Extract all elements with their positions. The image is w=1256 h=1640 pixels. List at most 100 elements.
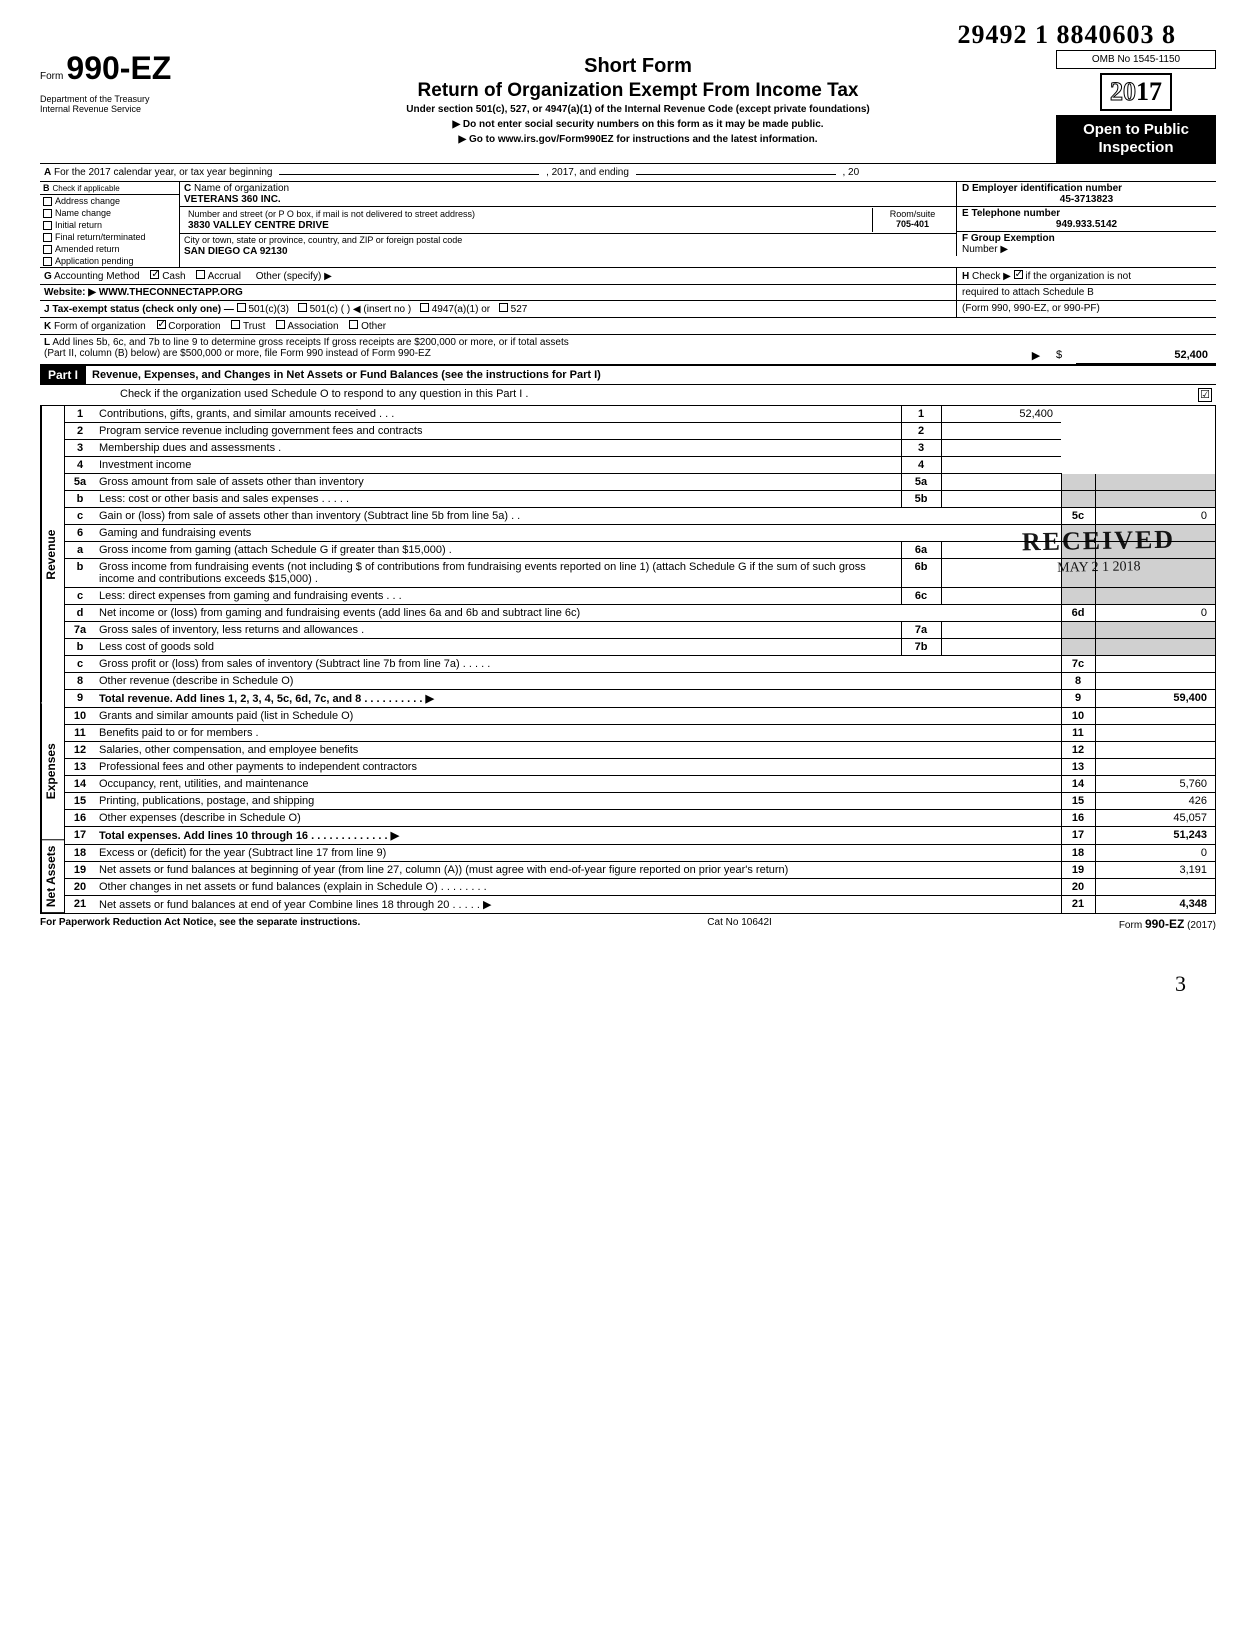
line-2-val[interactable]	[941, 423, 1061, 440]
line-10-rn: 10	[1061, 708, 1095, 725]
line-19-val[interactable]: 3,191	[1095, 862, 1215, 879]
line-4-val[interactable]	[941, 457, 1061, 474]
cb-application-pending[interactable]	[43, 257, 52, 266]
line-3-rn: 3	[901, 440, 941, 457]
line-1-val[interactable]: 52,400	[941, 406, 1061, 423]
line-11-rn: 11	[1061, 725, 1095, 742]
line-9-val[interactable]: 59,400	[1095, 690, 1215, 708]
year-end-field[interactable]	[636, 174, 836, 175]
line-6c-mn: 6c	[901, 588, 941, 605]
line-18-val[interactable]: 0	[1095, 845, 1215, 862]
cb-address-change[interactable]	[43, 197, 52, 206]
line-7b-mv[interactable]	[941, 639, 1061, 656]
label-j: J	[44, 304, 50, 315]
line-17-desc: Total expenses. Add lines 10 through 16 …	[95, 827, 1061, 845]
l-text-1: Add lines 5b, 6c, and 7b to line 9 to de…	[52, 337, 568, 348]
footer: For Paperwork Reduction Act Notice, see …	[40, 917, 1216, 931]
year-solid: 17	[1136, 77, 1162, 106]
line-4-rn: 4	[901, 457, 941, 474]
accrual-label: Accrual	[208, 271, 241, 282]
label-k: K	[44, 321, 51, 332]
cb-cash[interactable]	[150, 270, 159, 279]
org-info-center: C Name of organization VETERANS 360 INC.…	[180, 182, 956, 267]
cb-accrual[interactable]	[196, 270, 205, 279]
cb-4947[interactable]	[420, 303, 429, 312]
line-15-val[interactable]: 426	[1095, 793, 1215, 810]
line-4-desc: Investment income	[95, 457, 901, 474]
return-title: Return of Organization Exempt From Incom…	[220, 80, 1056, 102]
line-6b-mn: 6b	[901, 559, 941, 588]
line-10-val[interactable]	[1095, 708, 1215, 725]
line-13-val[interactable]	[1095, 759, 1215, 776]
line-12-val[interactable]	[1095, 742, 1215, 759]
cb-label-final: Final return/terminated	[55, 232, 146, 242]
cb-trust[interactable]	[231, 320, 240, 329]
line-16-val[interactable]: 45,057	[1095, 810, 1215, 827]
line-14-rn: 14	[1061, 776, 1095, 793]
cb-schedule-b[interactable]	[1014, 270, 1023, 279]
line-7c-val[interactable]	[1095, 656, 1215, 673]
line-6b-num: b	[65, 559, 95, 588]
cb-final-return[interactable]	[43, 233, 52, 242]
label-g: G	[44, 271, 52, 282]
room-label: Room/suite	[890, 209, 936, 219]
line-21-val[interactable]: 4,348	[1095, 896, 1215, 914]
line-6c-mv[interactable]	[941, 588, 1061, 605]
line-6-num: 6	[65, 525, 95, 542]
g-h-row: G Accounting Method Cash Accrual Other (…	[40, 268, 1216, 285]
line-7a-mv[interactable]	[941, 622, 1061, 639]
line-16-desc: Other expenses (describe in Schedule O)	[95, 810, 1061, 827]
line-3-val[interactable]	[941, 440, 1061, 457]
line-20-val[interactable]	[1095, 879, 1215, 896]
l-dollar: $	[1056, 349, 1062, 361]
omb-number: OMB No 1545-1150	[1056, 50, 1216, 69]
side-revenue: Revenue	[41, 406, 64, 703]
schedule-o-text: Check if the organization used Schedule …	[120, 388, 1198, 402]
open-to-public: Open to Public Inspection	[1056, 115, 1216, 163]
open-public-1: Open to Public	[1064, 121, 1208, 139]
line-8-val[interactable]	[1095, 673, 1215, 690]
f-label-2: Number ▶	[962, 244, 1008, 255]
line-14-val[interactable]: 5,760	[1095, 776, 1215, 793]
cb-amended-return[interactable]	[43, 245, 52, 254]
schedule-o-checkbox[interactable]: ☑	[1198, 388, 1212, 402]
line-5a-mv[interactable]	[941, 474, 1061, 491]
line-2-desc: Program service revenue including govern…	[95, 423, 901, 440]
cb-other[interactable]	[349, 320, 358, 329]
cb-527[interactable]	[499, 303, 508, 312]
line-6d-val[interactable]: 0	[1095, 605, 1215, 622]
dept-line-2: Internal Revenue Service	[40, 105, 220, 115]
org-info-block: B Check if applicable Address change Nam…	[40, 182, 1216, 268]
cb-501c[interactable]	[298, 303, 307, 312]
line-5b-num: b	[65, 491, 95, 508]
label-c: C	[184, 183, 191, 194]
j-row: J Tax-exempt status (check only one) — 5…	[40, 301, 1216, 318]
line-7b-desc: Less cost of goods sold	[95, 639, 901, 656]
line-3-desc: Membership dues and assessments .	[95, 440, 901, 457]
f-label: F Group Exemption	[962, 233, 1055, 244]
cb-name-change[interactable]	[43, 209, 52, 218]
line-5b-mv[interactable]	[941, 491, 1061, 508]
line-20-num: 20	[65, 879, 95, 896]
shade-6c-v	[1095, 588, 1215, 605]
label-l: L	[44, 337, 50, 348]
line-18-rn: 18	[1061, 845, 1095, 862]
line-5c-val[interactable]: 0	[1095, 508, 1215, 525]
form-number: 990-EZ	[66, 50, 171, 86]
corp-label: Corporation	[168, 321, 220, 332]
cb-association[interactable]	[276, 320, 285, 329]
tax-year: 2017	[1100, 73, 1172, 111]
line-6c-num: c	[65, 588, 95, 605]
cb-corporation[interactable]	[157, 320, 166, 329]
h-text-3: required to attach Schedule B	[962, 287, 1094, 298]
line-2-num: 2	[65, 423, 95, 440]
cb-label-address: Address change	[55, 196, 120, 206]
line-17-val[interactable]: 51,243	[1095, 827, 1215, 845]
stamp-received: RECEIVED	[1021, 525, 1175, 558]
cb-501c3[interactable]	[237, 303, 246, 312]
cb-initial-return[interactable]	[43, 221, 52, 230]
line-11-val[interactable]	[1095, 725, 1215, 742]
line-7b-mn: 7b	[901, 639, 941, 656]
year-begin-field[interactable]	[279, 174, 539, 175]
shade-7b	[1061, 639, 1095, 656]
